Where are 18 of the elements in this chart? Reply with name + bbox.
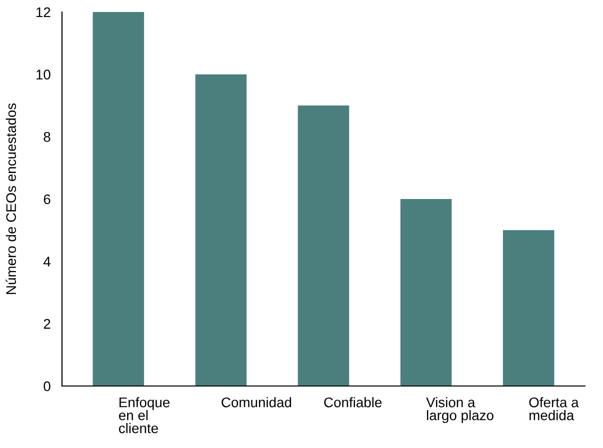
- y-tick-label: 2: [44, 319, 50, 329]
- x-tick-label: Comunidad: [222, 397, 292, 408]
- bar: [92, 12, 144, 386]
- bar: [195, 74, 247, 386]
- x-tick-label: Confiable: [324, 397, 382, 408]
- y-tick-label: 12: [36, 7, 50, 18]
- x-tick-label: Oferta a medida: [529, 397, 579, 420]
- y-tick-label: 10: [36, 70, 50, 80]
- bar: [298, 106, 350, 386]
- y-tick-label: 6: [44, 194, 50, 204]
- y-tick-label: 8: [44, 132, 50, 142]
- y-tick-label: 0: [44, 381, 50, 392]
- x-tick-label: Enfoque en el cliente: [118, 397, 170, 434]
- y-axis-title: Número de CEOs encuestados: [6, 103, 16, 294]
- y-tick-label: 4: [43, 256, 50, 266]
- bar: [502, 230, 554, 386]
- bar: [400, 199, 452, 386]
- x-tick-label: Vision a largo plazo: [426, 397, 494, 424]
